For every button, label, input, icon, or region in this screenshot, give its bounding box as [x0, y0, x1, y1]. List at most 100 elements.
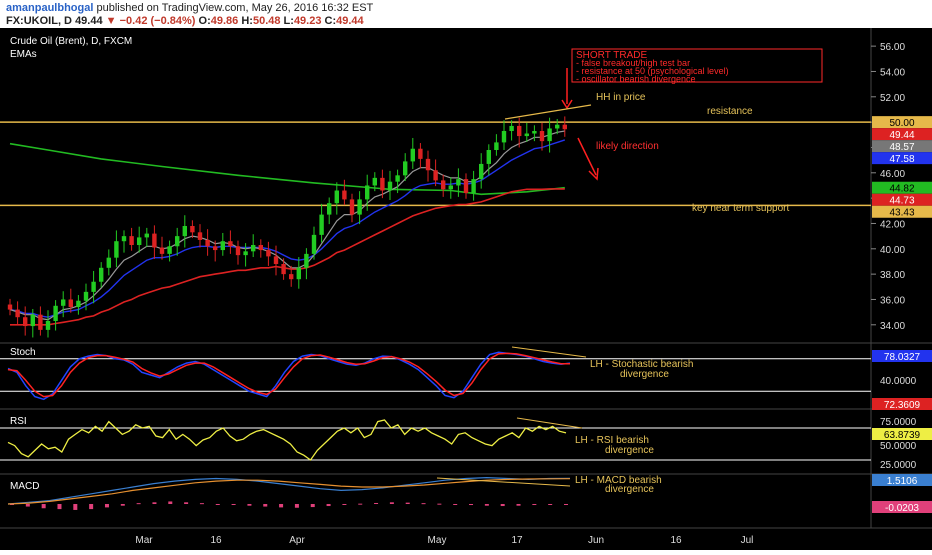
candle-body — [395, 175, 400, 182]
rsi-line — [7, 419, 567, 461]
macd-histogram-bar — [25, 504, 30, 507]
close-value: 49.44 — [336, 15, 364, 27]
rsi-value-tag: 63.8739 — [884, 430, 921, 441]
price-tick-label: 56.00 — [880, 42, 905, 53]
macd-histogram-bar — [405, 502, 410, 504]
macd-title[interactable]: MACD — [10, 481, 39, 492]
stoch-title[interactable]: Stoch — [10, 347, 36, 358]
candles[interactable] — [7, 116, 567, 338]
arrow-head-icon — [588, 167, 599, 181]
price-tag: 44.82 — [889, 184, 914, 195]
candle-body — [479, 163, 484, 180]
macd-histogram-bar — [421, 503, 426, 505]
price-tag-bg — [872, 128, 932, 141]
candle-body — [281, 264, 286, 275]
candle-body — [53, 305, 58, 321]
stochastic-pane[interactable]: Stoch LH - Stochastic bearish divergence… — [0, 346, 932, 411]
macd-histogram-bar — [564, 504, 568, 505]
price-tick-label: 34.00 — [880, 321, 905, 332]
candle-body — [311, 234, 317, 254]
candle-body — [45, 321, 51, 330]
candle-body — [251, 245, 256, 252]
macd-histogram-bar — [469, 504, 474, 506]
ema-slow-green-line — [9, 142, 565, 196]
candle-body — [114, 241, 119, 258]
macd-pane[interactable]: MACD LH - MACD bearish divergence 1.5106… — [7, 474, 932, 514]
candle-body — [380, 177, 385, 191]
candle-body — [213, 246, 218, 251]
publish-line: amanpaulbhogal published on TradingView.… — [6, 2, 373, 14]
chart-background — [0, 28, 932, 550]
arrow-head-icon — [561, 99, 573, 110]
candle-body — [205, 239, 210, 247]
macd-histogram-bar — [120, 504, 125, 506]
rsi-title[interactable]: RSI — [10, 416, 27, 427]
candle-body — [562, 124, 567, 130]
time-tick-label: 16 — [210, 535, 222, 546]
candle-body — [448, 185, 453, 190]
short-trade-box — [571, 48, 823, 83]
candle-body — [121, 236, 127, 242]
chart-svg[interactable]: 56.0054.0052.0050.0048.0046.0044.0042.00… — [0, 28, 932, 550]
price-pane-title: Crude Oil (Brent), D, FXCM — [10, 36, 132, 47]
rsi-pane[interactable]: RSI LH - RSI bearish divergence 75.0000 6… — [0, 416, 932, 471]
high-label: H: — [241, 15, 253, 27]
stoch-value-tag-bg — [872, 350, 932, 362]
macd-histogram-bar — [89, 504, 94, 510]
candle-body — [68, 299, 73, 308]
candle-body — [83, 291, 89, 301]
published-text: published on TradingView.com, May 26, 20… — [96, 2, 374, 14]
candle-body — [403, 161, 408, 176]
candle-body — [159, 247, 165, 254]
price-tag: 44.73 — [889, 196, 914, 207]
macd-histogram-bar — [548, 504, 553, 505]
macd-histogram-bar — [136, 503, 141, 505]
short-trade-point: - resistance at 50 (psychological level) — [576, 66, 729, 76]
candle-body — [433, 170, 438, 181]
candle-body — [418, 148, 423, 159]
candle-body — [327, 203, 332, 215]
candle-body — [349, 199, 355, 215]
price-tag-bg — [872, 116, 932, 129]
macd-lines — [7, 476, 571, 510]
author-name[interactable]: amanpaulbhogal — [6, 2, 94, 14]
chart-area[interactable]: 56.0054.0052.0050.0048.0046.0044.0042.00… — [0, 28, 932, 550]
stoch-value-tag: 78.0327 — [884, 352, 921, 363]
candle-body — [129, 236, 134, 245]
ema-slow-red-line — [10, 188, 565, 326]
stoch-lines — [0, 351, 871, 401]
time-tick-label: Mar — [135, 535, 153, 546]
candle-body — [304, 253, 309, 268]
macd-histogram-bar — [57, 504, 62, 510]
time-axis[interactable]: Mar 16 Apr May 17 Jun 16 Jul — [135, 535, 753, 546]
candle-body — [456, 179, 461, 186]
time-tick-label: Jun — [588, 535, 604, 546]
candle-body — [106, 257, 111, 268]
candle-body — [494, 142, 499, 150]
price-tag: 43.43 — [889, 208, 914, 219]
candle-body — [182, 226, 187, 237]
macd-histogram-bar — [10, 504, 14, 505]
macd-histogram-bar — [199, 503, 204, 505]
time-tick-label: 16 — [670, 535, 682, 546]
price-tag: 49.44 — [889, 130, 914, 141]
ema-legend[interactable]: EMAs — [10, 49, 37, 60]
candle-body — [524, 133, 529, 137]
macd-histogram-bar — [41, 504, 46, 509]
price-tag-bg — [872, 181, 932, 194]
high-value: 50.48 — [252, 15, 281, 27]
macd-histogram-bar — [104, 504, 109, 508]
candle-body — [509, 125, 514, 131]
candle-body — [547, 128, 552, 142]
macd-histogram-bar — [500, 504, 505, 507]
price-pane[interactable]: 56.0054.0052.0050.0048.0046.0044.0042.00… — [0, 36, 932, 338]
candle-body — [334, 190, 339, 204]
candle-body — [273, 256, 279, 264]
last-price: 49.44 — [75, 15, 103, 27]
rsi-lines — [0, 419, 871, 461]
macd-histogram-bar — [326, 504, 331, 507]
stoch-d-line — [7, 352, 570, 398]
time-tick-label: May — [428, 535, 447, 546]
macd-histogram-bar — [310, 504, 315, 508]
